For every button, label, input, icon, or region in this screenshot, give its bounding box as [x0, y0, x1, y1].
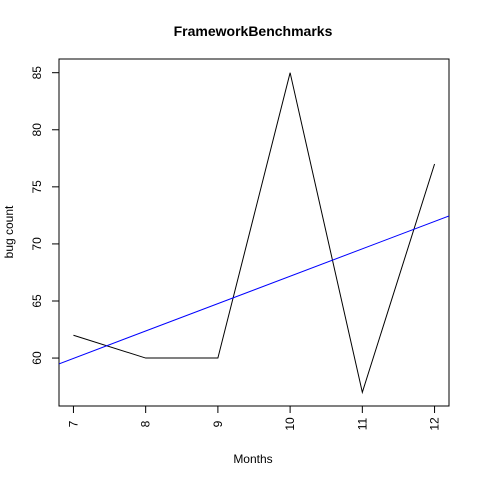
- x-tick-label: 10: [283, 417, 297, 431]
- plot-area: [59, 72, 449, 395]
- x-tick-label: 9: [211, 420, 225, 427]
- chart-title: FrameworkBenchmarks: [174, 23, 333, 39]
- plot-frame: [58, 58, 450, 407]
- x-tick-label: 8: [139, 420, 153, 427]
- x-axis-label: Months: [233, 452, 272, 466]
- x-tick-label: 11: [355, 417, 369, 430]
- x-tick-label: 7: [66, 420, 80, 427]
- y-tick-label: 75: [30, 180, 44, 194]
- y-tick-label: 80: [30, 123, 44, 137]
- y-tick-label: 65: [30, 294, 44, 308]
- y-tick-label: 70: [30, 237, 44, 251]
- y-axis: 60 65 70 75 80 85: [30, 66, 59, 365]
- trend-line: [59, 215, 449, 365]
- x-tick-label: 12: [428, 417, 442, 431]
- series-line: [73, 72, 436, 395]
- y-axis-label: bug count: [2, 205, 16, 258]
- y-tick-label: 85: [30, 66, 44, 80]
- y-tick-label: 60: [30, 351, 44, 365]
- x-axis: 7 8 9 10 11 12: [66, 406, 442, 431]
